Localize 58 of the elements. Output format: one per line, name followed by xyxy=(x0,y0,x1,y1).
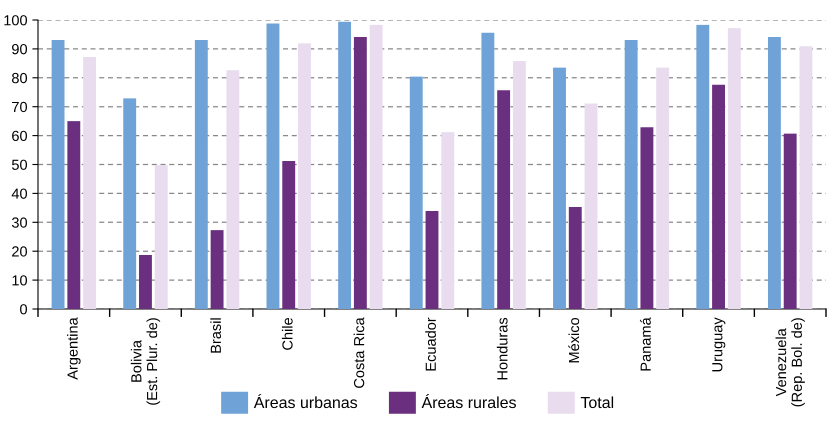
legend-label: Áreas rurales xyxy=(422,394,516,408)
bar xyxy=(354,37,367,309)
y-tick-label: 100 xyxy=(4,15,28,26)
bar xyxy=(370,24,383,309)
bar xyxy=(298,43,311,309)
bar xyxy=(497,90,510,309)
bar xyxy=(123,98,136,309)
bar xyxy=(784,134,797,309)
y-tick-label: 20 xyxy=(12,246,28,257)
legend-label: Total xyxy=(580,396,614,408)
y-tick-label: 30 xyxy=(12,217,28,228)
bar xyxy=(584,104,598,309)
x-tick-label: Argentina xyxy=(67,317,81,380)
bar xyxy=(67,121,80,309)
x-tick-label: Bolivia (Est. Plur. de) xyxy=(130,318,160,405)
y-tick-label: 0 xyxy=(20,304,28,314)
x-tick-label: Venezuela (Rep. Bol. de) xyxy=(776,318,805,406)
y-tick-label: 40 xyxy=(12,188,28,199)
bar xyxy=(640,127,654,309)
bar xyxy=(768,37,781,309)
y-tick-label: 10 xyxy=(12,275,28,286)
y-tick-label: 60 xyxy=(12,130,28,142)
x-tick-label: Brasil xyxy=(210,318,222,353)
bar xyxy=(266,23,280,309)
legend-label: Áreas urbanas xyxy=(254,394,358,408)
bar xyxy=(83,56,96,309)
bar xyxy=(154,165,168,309)
bar xyxy=(52,40,65,309)
bar xyxy=(656,68,670,309)
x-tick-label: Panamá xyxy=(640,317,651,370)
bar xyxy=(226,70,240,309)
bar xyxy=(282,161,296,309)
bar xyxy=(338,22,352,309)
x-tick-label: Honduras xyxy=(496,318,508,380)
x-tick-label: Ecuador xyxy=(425,318,436,370)
bar xyxy=(568,206,582,309)
y-tick-label: 80 xyxy=(12,72,28,84)
bar xyxy=(441,132,454,309)
x-tick-label: Chile xyxy=(282,318,293,350)
x-tick-label: Uruguay xyxy=(712,317,726,372)
bar xyxy=(624,40,638,309)
bar xyxy=(210,230,224,309)
bar xyxy=(696,24,710,309)
y-tick-label: 70 xyxy=(12,102,28,112)
bar xyxy=(481,32,494,309)
bar xyxy=(712,84,725,309)
x-tick-label: Costa Rica xyxy=(354,317,364,388)
bar xyxy=(194,40,208,309)
bar xyxy=(512,61,526,309)
bar xyxy=(426,211,438,309)
y-tick-label: 90 xyxy=(12,44,28,54)
bar xyxy=(139,254,152,309)
bar xyxy=(410,76,423,309)
y-tick-label: 50 xyxy=(12,160,28,170)
bar xyxy=(553,68,566,309)
bar xyxy=(728,28,741,309)
x-tick-label: México xyxy=(568,318,580,362)
bar xyxy=(799,46,812,309)
